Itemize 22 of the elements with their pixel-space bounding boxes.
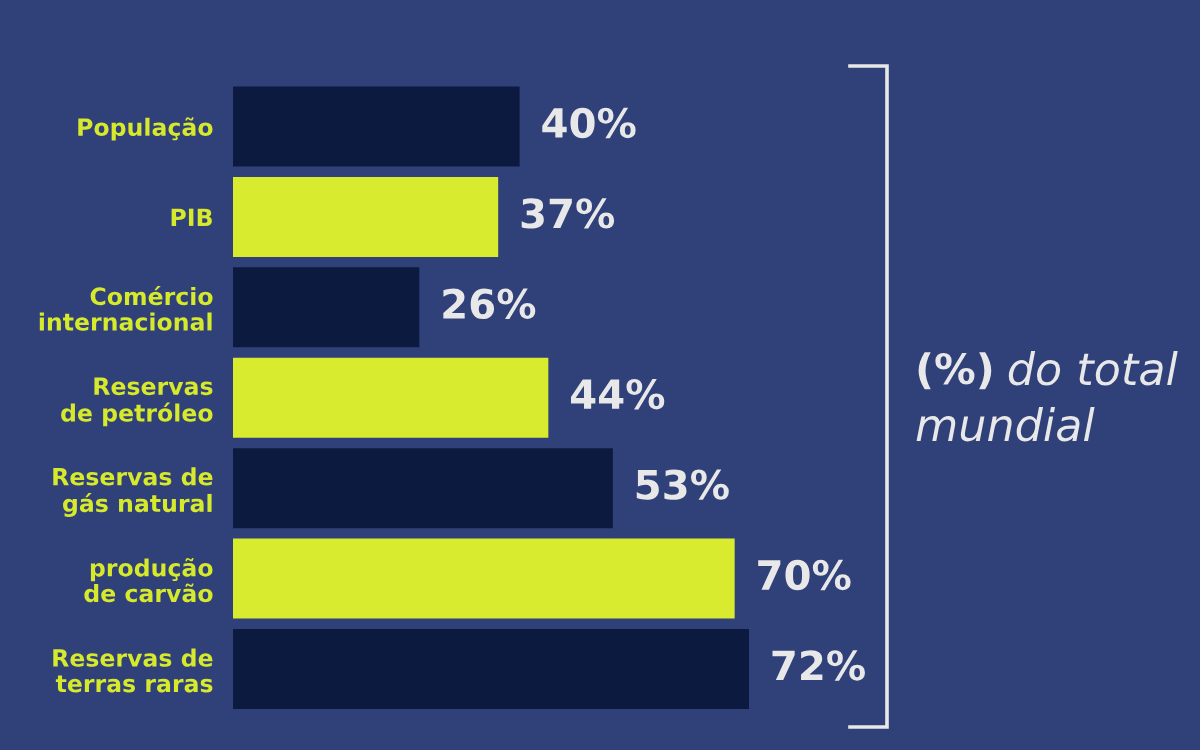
data-label: 40%: [542, 107, 636, 139]
bar: [233, 538, 735, 619]
bar: [233, 357, 549, 438]
data-label: 72%: [772, 650, 865, 681]
y-tick-label: produção de carvão: [84, 557, 213, 603]
data-label: 37%: [521, 198, 615, 229]
y-tick-label: Reservas de terras raras: [53, 648, 213, 693]
bar: [233, 448, 613, 529]
y-tick-label: Reservas de gás natural: [53, 467, 213, 517]
data-label: 70%: [758, 559, 851, 591]
y-tick-label: Comércio internacional: [39, 286, 213, 331]
bar: [233, 176, 499, 257]
bar: [233, 86, 520, 167]
text: (%) do total mundial: [916, 351, 1178, 442]
data-label: 53%: [636, 469, 729, 500]
data-label: 44%: [570, 378, 665, 410]
y-tick-label: Reservas de petróleo: [61, 377, 213, 427]
y-tick-label: População: [78, 117, 213, 141]
data-label: 26%: [443, 288, 536, 320]
bar: [233, 628, 749, 709]
bar: [233, 267, 420, 348]
y-tick-label: PIB: [171, 208, 212, 226]
